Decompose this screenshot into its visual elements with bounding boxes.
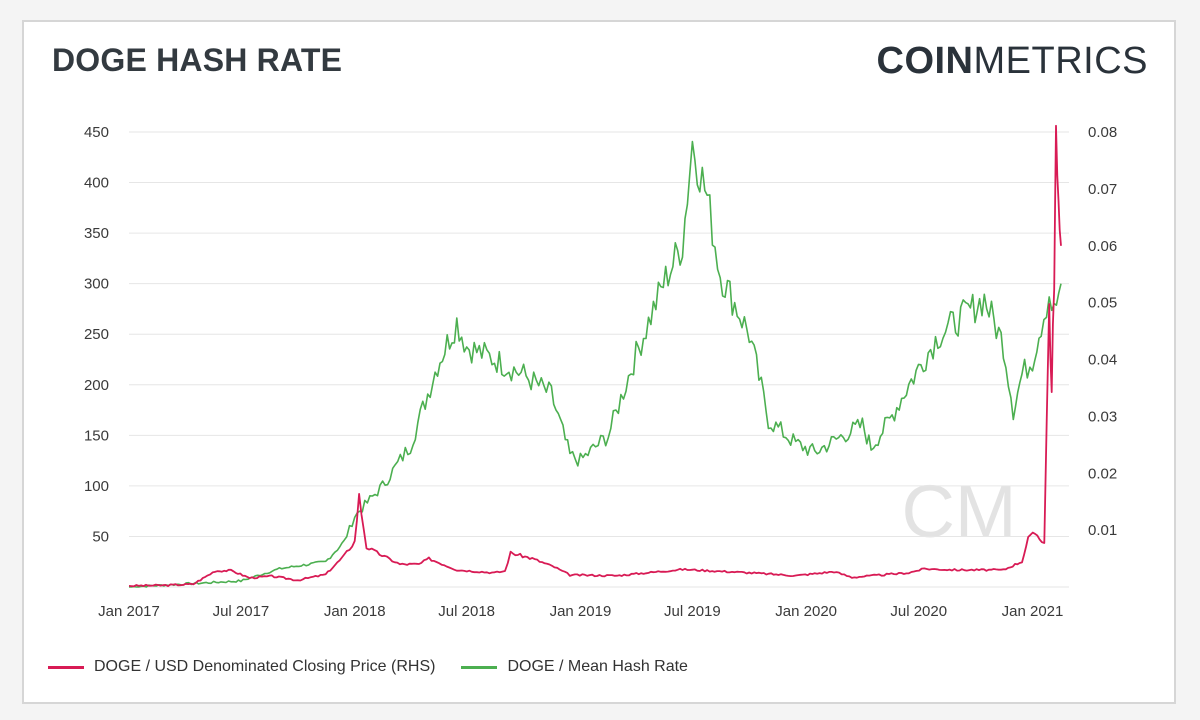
- y-right-tick-label: 0.05: [1088, 295, 1117, 312]
- series-line-doge-usd-price: [128, 124, 1062, 588]
- brand-logo-strong: COIN: [876, 40, 974, 82]
- legend-swatch-hash: [461, 665, 498, 669]
- y-left-tick-label: 100: [84, 478, 109, 495]
- x-tick-label: Jan 2021: [1002, 603, 1064, 620]
- y-right-tick-label: 0.01: [1088, 522, 1117, 539]
- chart-legend: DOGE / USD Denominated Closing Price (RH…: [48, 658, 714, 676]
- x-tick-label: Jul 2018: [438, 603, 495, 620]
- legend-swatch-price: [48, 665, 84, 669]
- x-tick-label: Jul 2020: [890, 603, 947, 620]
- y-left-tick-label: 150: [84, 427, 109, 444]
- y-left-tick-label: 450: [84, 124, 109, 141]
- brand-logo: COINMETRICS: [877, 42, 1149, 80]
- y-left-tick-label: 50: [92, 528, 109, 545]
- y-left-tick-label: 400: [84, 175, 109, 192]
- y-left-tick-label: 200: [84, 377, 109, 394]
- series-line-mean-hash-rate: [128, 140, 1062, 588]
- y-left-tick-label: 350: [84, 225, 109, 242]
- legend-label-hash: DOGE / Mean Hash Rate: [507, 658, 688, 675]
- y-right-tick-label: 0.04: [1088, 352, 1117, 369]
- x-tick-label: Jul 2019: [664, 603, 721, 620]
- y-left-tick-label: 300: [84, 276, 109, 293]
- y-right-tick-label: 0.07: [1088, 181, 1117, 198]
- brand-logo-light: METRICS: [973, 40, 1148, 82]
- x-tick-label: Jan 2020: [775, 603, 837, 620]
- y-right-tick-label: 0.06: [1088, 238, 1117, 255]
- y-right-tick-label: 0.08: [1088, 124, 1117, 141]
- chart-title: DOGE HASH RATE: [52, 42, 343, 78]
- legend-item-hash: DOGE / Mean Hash Rate: [461, 658, 688, 676]
- chart-plot: CM 50 100 150 200 250 300 350 400 450 0.01 0.02 0.03…: [84, 124, 1117, 620]
- x-tick-label: Jan 2018: [324, 603, 386, 620]
- legend-item-price: DOGE / USD Denominated Closing Price (RH…: [48, 658, 435, 676]
- x-tick-label: Jul 2017: [213, 603, 270, 620]
- y-left-tick-label: 250: [84, 326, 109, 343]
- x-tick-label: Jan 2017: [98, 603, 160, 620]
- y-right-tick-label: 0.02: [1088, 465, 1117, 482]
- chart-card: DOGE HASH RATE COINMETRICS CM 50 100 150 200…: [22, 20, 1176, 704]
- y-right-tick-label: 0.03: [1088, 408, 1117, 425]
- legend-label-price: DOGE / USD Denominated Closing Price (RH…: [94, 658, 436, 675]
- x-tick-label: Jan 2019: [550, 603, 612, 620]
- watermark-logo: CM: [901, 470, 1016, 553]
